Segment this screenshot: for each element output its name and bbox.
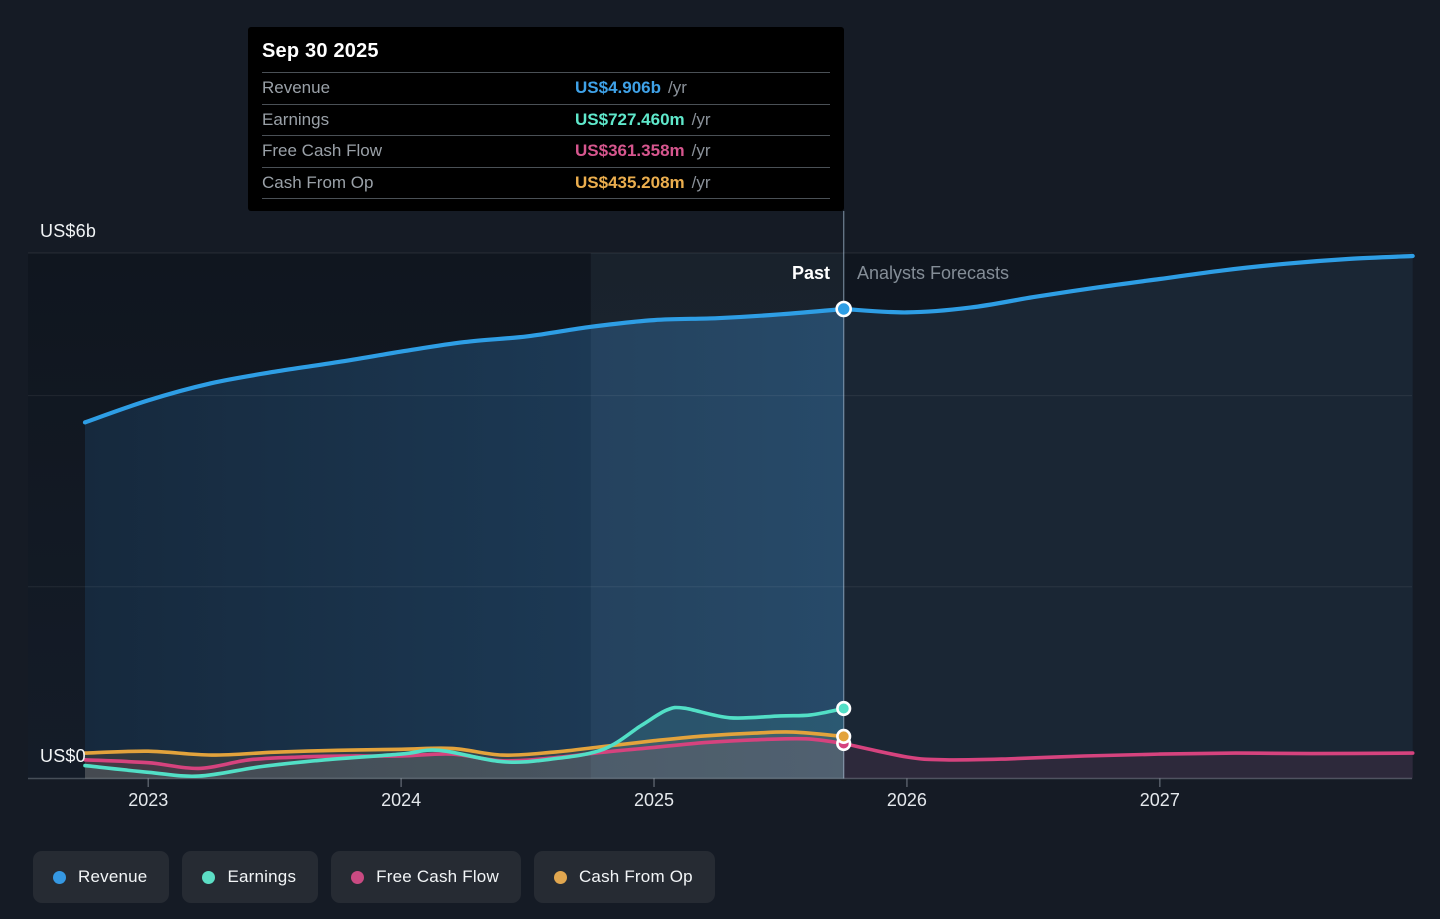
- cash-from-op-legend-dot-icon: [553, 870, 567, 884]
- earnings-line: [83, 705, 846, 779]
- legend-label-revenue: Revenue: [78, 867, 148, 886]
- legend-pill-revenue[interactable]: Revenue: [33, 851, 170, 903]
- y-axis-max-label: US$6b: [40, 221, 97, 241]
- revenue-marker: [835, 300, 853, 318]
- legend-pill-free-cash-flow[interactable]: Free Cash Flow: [331, 851, 521, 903]
- tooltip-row-revenue: Revenue US$4.906b/yr: [262, 72, 830, 104]
- tooltip-value-free-cash-flow: US$361.358m: [575, 141, 685, 161]
- past-region-label: Past: [791, 263, 830, 283]
- x-tick-label-2025: 2025: [633, 790, 675, 810]
- revenue-line-forecast: [841, 253, 1415, 315]
- revenue-line-past: [82, 306, 846, 425]
- tooltip-date: Sep 30 2025: [262, 40, 379, 62]
- x-tick-label-2024: 2024: [381, 790, 422, 810]
- legend-pill-earnings[interactable]: Earnings: [182, 851, 319, 903]
- revenue-area-forecast: [843, 256, 1413, 779]
- legend-label-free-cash-flow: Free Cash Flow: [376, 867, 499, 886]
- tooltip-label-cash-from-op: Cash From Op: [262, 172, 374, 192]
- tooltip-value-earnings: US$727.460m: [575, 109, 685, 129]
- y-axis-zero-label: US$0: [40, 746, 86, 766]
- tooltip-unit-revenue: /yr: [668, 78, 687, 98]
- earnings-area: [85, 707, 844, 779]
- chart-tooltip: Sep 30 2025 Revenue US$4.906b/yr Earnings U…: [248, 27, 844, 211]
- earnings-legend-dot-icon: [202, 870, 216, 884]
- tooltip-label-revenue: Revenue: [262, 78, 331, 98]
- cash-from-op-line: [83, 730, 846, 758]
- x-tick-label-2023: 2023: [128, 790, 169, 810]
- analysts-forecasts-region-label: Analysts Forecasts: [857, 263, 1010, 283]
- revenue-area-past: [85, 309, 844, 779]
- highlight-band: [590, 253, 844, 779]
- x-tick-label-2027: 2027: [1139, 790, 1180, 810]
- tooltip-row-cash-from-op: Cash From Op US$435.208m/yr: [262, 166, 830, 199]
- legend-label-earnings: Earnings: [227, 867, 297, 886]
- tooltip-bottom-rule: [262, 198, 830, 199]
- tooltip-unit-cash-from-op: /yr: [691, 172, 711, 192]
- tooltip-unit-free-cash-flow: /yr: [691, 141, 711, 161]
- tooltip-label-earnings: Earnings: [262, 109, 330, 129]
- free-cash-flow-area-forecast: [843, 743, 1413, 779]
- free-cash-flow-line-forecast: [841, 741, 1415, 762]
- tooltip-row-free-cash-flow: Free Cash Flow US$361.358m/yr: [262, 135, 830, 167]
- legend-pill-cash-from-op[interactable]: Cash From Op: [533, 851, 715, 903]
- free-cash-flow-legend-dot-icon: [351, 870, 365, 884]
- cash-from-op-marker: [836, 728, 852, 745]
- revenue-legend-dot-icon: [53, 870, 66, 884]
- tooltip-value-cash-from-op: US$435.208m: [575, 172, 685, 192]
- x-tick-label-2026: 2026: [886, 790, 927, 810]
- tooltip-value-revenue: US$4.906b: [575, 78, 661, 98]
- tooltip-row-earnings: Earnings US$727.460m/yr: [262, 103, 830, 136]
- earnings-marker: [836, 700, 852, 717]
- chart-legend: Revenue Earnings Free Cash Flow Cash From O…: [33, 851, 715, 903]
- tooltip-label-free-cash-flow: Free Cash Flow: [262, 141, 382, 161]
- tooltip-rows: Revenue US$4.906b/yr Earnings US$727.460m/y…: [248, 72, 844, 198]
- tooltip-unit-earnings: /yr: [691, 109, 711, 129]
- legend-label-cash-from-op: Cash From Op: [578, 867, 693, 886]
